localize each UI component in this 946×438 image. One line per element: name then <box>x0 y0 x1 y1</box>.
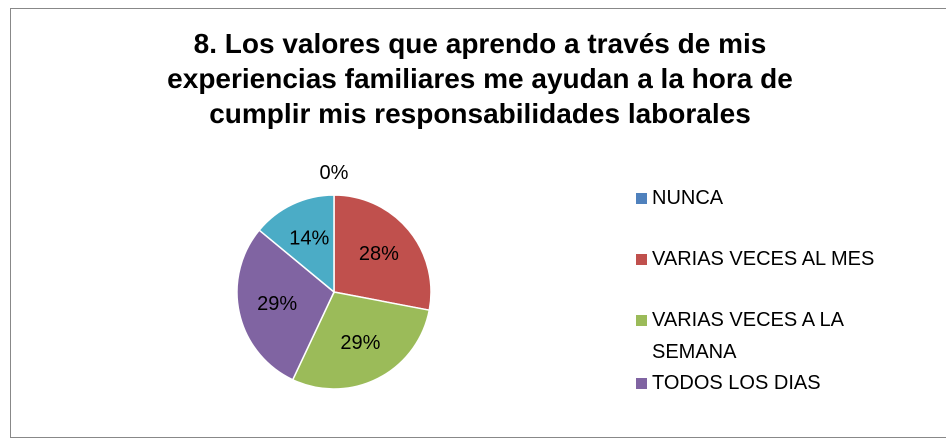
chart-title: 8. Los valores que aprendo a través de m… <box>167 28 793 129</box>
pie-slice <box>258 194 335 294</box>
pie-slice <box>236 229 335 381</box>
data-label: 29% <box>340 332 380 354</box>
legend-item: VARIAS VECES A LA SEMANA <box>636 304 906 368</box>
page: 8. Los valores que aprendo a través de m… <box>10 8 946 438</box>
legend-swatch <box>636 378 647 389</box>
legend-label: VARIAS VECES AL MES <box>652 248 875 270</box>
legend-label: NUNCA <box>652 187 724 209</box>
legend-item: NUNCA <box>636 182 906 214</box>
legend-swatch <box>636 193 647 204</box>
legend-label: TODOS LOS DIAS <box>652 372 821 394</box>
data-label: 28% <box>359 243 399 265</box>
pie-slice <box>333 194 432 312</box>
legend-item: VARIAS VECES AL MES <box>636 243 906 275</box>
legend-swatch <box>636 254 647 265</box>
legend-swatch <box>636 315 647 326</box>
legend-label: VARIAS VECES A LA SEMANA <box>652 309 843 363</box>
chart: 0% 28% 29% 29% 14% <box>236 162 432 390</box>
pie-slice <box>291 291 431 390</box>
data-label: 14% <box>289 228 329 250</box>
legend-item: TODOS LOS DIAS <box>636 367 906 399</box>
data-label: 0% <box>320 162 349 184</box>
data-label: 29% <box>257 293 297 315</box>
